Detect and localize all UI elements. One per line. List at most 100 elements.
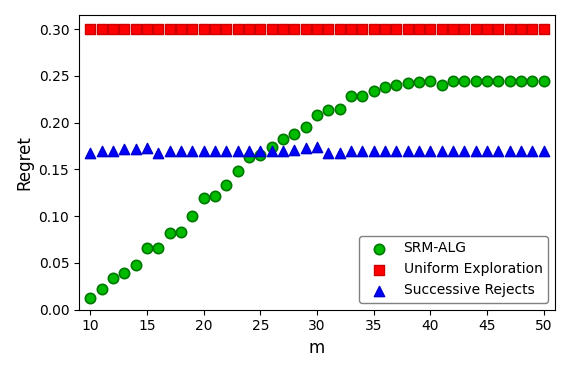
Successive Rejects xyxy=(142,145,152,151)
Successive Rejects xyxy=(108,148,117,154)
Uniform Exploration xyxy=(210,26,219,32)
Uniform Exploration xyxy=(347,26,356,32)
Legend: SRM-ALG, Uniform Exploration, Successive Rejects: SRM-ALG, Uniform Exploration, Successive… xyxy=(359,236,548,303)
SRM-ALG xyxy=(142,245,152,251)
Uniform Exploration xyxy=(131,26,140,32)
Uniform Exploration xyxy=(142,26,152,32)
SRM-ALG xyxy=(471,78,481,84)
SRM-ALG xyxy=(97,286,106,292)
Uniform Exploration xyxy=(403,26,412,32)
Successive Rejects xyxy=(188,148,197,154)
Uniform Exploration xyxy=(233,26,242,32)
SRM-ALG xyxy=(120,270,129,276)
Uniform Exploration xyxy=(494,26,503,32)
Successive Rejects xyxy=(210,148,219,154)
Uniform Exploration xyxy=(108,26,117,32)
SRM-ALG xyxy=(505,78,514,84)
Successive Rejects xyxy=(324,150,333,155)
Successive Rejects xyxy=(301,145,310,151)
Successive Rejects xyxy=(335,151,344,157)
Successive Rejects xyxy=(539,148,548,154)
SRM-ALG xyxy=(414,79,424,85)
Successive Rejects xyxy=(426,148,435,154)
SRM-ALG xyxy=(392,82,401,88)
SRM-ALG xyxy=(494,78,503,84)
X-axis label: m: m xyxy=(309,339,325,357)
Uniform Exploration xyxy=(335,26,344,32)
Uniform Exploration xyxy=(516,26,526,32)
Successive Rejects xyxy=(347,148,356,154)
Successive Rejects xyxy=(460,148,469,154)
Successive Rejects xyxy=(482,148,491,154)
Uniform Exploration xyxy=(267,26,276,32)
Uniform Exploration xyxy=(392,26,401,32)
Y-axis label: Regret: Regret xyxy=(15,135,33,190)
SRM-ALG xyxy=(279,135,288,141)
Uniform Exploration xyxy=(86,26,95,32)
Successive Rejects xyxy=(312,144,321,150)
SRM-ALG xyxy=(267,144,276,150)
Successive Rejects xyxy=(97,148,106,154)
Successive Rejects xyxy=(380,148,389,154)
Successive Rejects xyxy=(494,148,503,154)
SRM-ALG xyxy=(233,168,242,174)
SRM-ALG xyxy=(449,78,458,84)
Uniform Exploration xyxy=(279,26,288,32)
Successive Rejects xyxy=(86,150,95,155)
Uniform Exploration xyxy=(120,26,129,32)
SRM-ALG xyxy=(335,106,344,112)
Successive Rejects xyxy=(471,148,481,154)
SRM-ALG xyxy=(199,195,208,201)
Uniform Exploration xyxy=(188,26,197,32)
Successive Rejects xyxy=(120,146,129,152)
Uniform Exploration xyxy=(154,26,163,32)
SRM-ALG xyxy=(188,213,197,219)
Successive Rejects xyxy=(256,148,265,154)
SRM-ALG xyxy=(86,295,95,301)
Successive Rejects xyxy=(165,148,174,154)
Uniform Exploration xyxy=(449,26,458,32)
Uniform Exploration xyxy=(222,26,231,32)
Successive Rejects xyxy=(233,148,242,154)
Uniform Exploration xyxy=(312,26,321,32)
SRM-ALG xyxy=(380,84,389,90)
Uniform Exploration xyxy=(324,26,333,32)
Uniform Exploration xyxy=(199,26,208,32)
SRM-ALG xyxy=(324,108,333,113)
Successive Rejects xyxy=(267,148,276,154)
Successive Rejects xyxy=(245,148,254,154)
SRM-ALG xyxy=(437,82,446,88)
SRM-ALG xyxy=(154,245,163,251)
SRM-ALG xyxy=(256,153,265,158)
Successive Rejects xyxy=(290,147,299,153)
Successive Rejects xyxy=(403,148,412,154)
Successive Rejects xyxy=(222,148,231,154)
SRM-ALG xyxy=(358,93,367,99)
Uniform Exploration xyxy=(301,26,310,32)
SRM-ALG xyxy=(528,78,537,84)
Uniform Exploration xyxy=(290,26,299,32)
SRM-ALG xyxy=(108,275,117,281)
Successive Rejects xyxy=(177,148,186,154)
SRM-ALG xyxy=(369,88,378,94)
Successive Rejects xyxy=(516,148,526,154)
Uniform Exploration xyxy=(539,26,548,32)
Uniform Exploration xyxy=(505,26,514,32)
Uniform Exploration xyxy=(165,26,174,32)
Successive Rejects xyxy=(199,148,208,154)
SRM-ALG xyxy=(312,112,321,118)
SRM-ALG xyxy=(347,93,356,99)
SRM-ALG xyxy=(210,193,219,199)
SRM-ALG xyxy=(131,262,140,268)
Uniform Exploration xyxy=(414,26,424,32)
Uniform Exploration xyxy=(528,26,537,32)
Uniform Exploration xyxy=(256,26,265,32)
Successive Rejects xyxy=(369,148,378,154)
SRM-ALG xyxy=(222,182,231,188)
Successive Rejects xyxy=(414,148,424,154)
Uniform Exploration xyxy=(380,26,389,32)
Uniform Exploration xyxy=(245,26,254,32)
SRM-ALG xyxy=(177,229,186,235)
SRM-ALG xyxy=(539,78,548,84)
Successive Rejects xyxy=(279,148,288,154)
